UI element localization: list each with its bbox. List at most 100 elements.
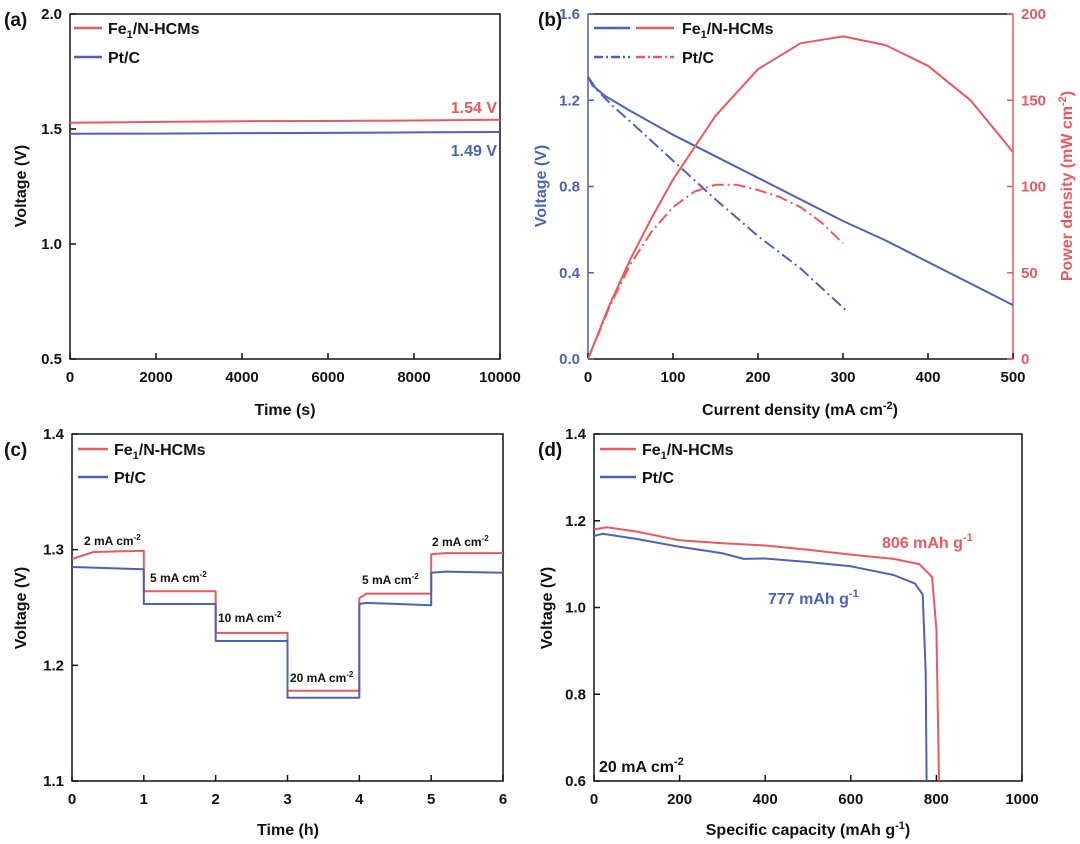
panel-a-xtick-label: 10000 (479, 369, 521, 386)
panel-a-xtick-label: 2000 (139, 369, 172, 386)
panel-c-xtick-label: 2 (211, 791, 219, 808)
panel-a-ytick-label: 0.5 (41, 351, 62, 368)
panel-c-xtick-label: 5 (427, 791, 435, 808)
panel-d-ytick-label: 0.6 (565, 773, 586, 790)
panel-c-xtick-label: 4 (355, 791, 364, 808)
panel-d-xlabel: Specific capacity (mAh g-1) (706, 820, 911, 839)
panel-b-legend-pt: Pt/C (682, 50, 714, 67)
panel-d-ytick-label: 1.4 (565, 426, 587, 443)
panel-d: (d) 0 200 400 600 800 1000 0.6 0.8 1.0 1.2 1.4 Spe… (538, 426, 1039, 839)
panel-a-xtick-label: 8000 (397, 369, 430, 386)
panel-c-ticks: 0 1 2 3 4 5 6 1.1 1.2 1.3 1.4 (43, 426, 507, 808)
panel-c-ytick-label: 1.4 (43, 426, 65, 443)
panel-b-y2tick-label: 0 (1021, 351, 1029, 368)
panel-b-xtick-label: 200 (745, 369, 770, 386)
panel-d-label: (d) (538, 440, 562, 461)
panel-a-legend-pt: Pt/C (108, 50, 140, 67)
panel-a-ylabel: Voltage (V) (13, 145, 30, 227)
step-label-2: 5 mA cm-2 (150, 570, 207, 585)
panel-c-ytick-label: 1.1 (43, 773, 64, 790)
panel-b-label: (b) (538, 10, 562, 31)
panel-d-xtick-label: 600 (838, 791, 863, 808)
panel-d-ylabel: Voltage (V) (539, 567, 556, 649)
panel-b-ytick-label: 1.2 (559, 92, 580, 109)
panel-a-xlabel: Time (s) (254, 402, 315, 419)
panel-b-xlabel: Current density (mA cm-2) (702, 400, 898, 419)
panel-d-xtick-label: 200 (667, 791, 692, 808)
panel-d-xtick-label: 1000 (1005, 791, 1038, 808)
panel-c-series (71, 549, 504, 699)
panel-c-legend-fe: Fe1/N-HCMs (114, 442, 206, 462)
panel-d-ticks: 0 200 400 600 800 1000 0.6 0.8 1.0 1.2 1.4 (565, 426, 1039, 808)
panel-a-ytick-label: 2.0 (41, 6, 62, 23)
panel-a-xtick-label: 6000 (311, 369, 344, 386)
panel-a-series (69, 118, 501, 135)
panel-b-series-fe1-n-hcms-power (587, 35, 1014, 360)
panel-c-ytick-label: 1.2 (43, 657, 64, 674)
panel-b-xtick-label: 300 (830, 369, 855, 386)
panel-b-series-fe1-n-hcms-voltage (587, 76, 1014, 306)
panel-d-ytick-label: 1.0 (565, 600, 586, 617)
panel-c-series-pt-c (71, 566, 504, 699)
panel-a-series-pt-c (69, 131, 501, 135)
panel-a-ticks: 0 2000 4000 6000 8000 10000 0.5 1.0 1.5 2.0 (41, 6, 521, 386)
panel-b-ytick-label: 0.4 (559, 265, 581, 282)
panel-a-ytick-label: 1.5 (41, 121, 62, 138)
panel-d-series (593, 526, 940, 782)
panel-b-series-pt-c-voltage (587, 75, 848, 313)
panel-a-legend-fe: Fe1/N-HCMs (108, 21, 200, 41)
panel-d-ytick-label: 1.2 (565, 513, 586, 530)
panel-d-xtick-label: 800 (924, 791, 949, 808)
panel-c-xtick-label: 6 (499, 791, 507, 808)
panel-a-xtick-label: 4000 (225, 369, 258, 386)
panel-d-ytick-label: 0.8 (565, 686, 586, 703)
panel-c-xlabel: Time (h) (257, 822, 319, 839)
panel-c-xtick-label: 0 (68, 791, 76, 808)
panel-b-ytick-label: 1.6 (559, 6, 580, 23)
panel-d-legend-pt: Pt/C (642, 470, 674, 487)
panel-d-legend-fe: Fe1/N-HCMs (642, 442, 734, 462)
step-label-5: 5 mA cm-2 (362, 572, 419, 587)
step-label-4: 20 mA cm-2 (290, 670, 354, 685)
panel-d-annotation-current: 20 mA cm-2 (599, 756, 684, 776)
panel-a-ytick-label: 1.0 (41, 236, 62, 253)
panel-b-y2tick-label: 50 (1021, 265, 1038, 282)
panel-d-annotation-pt: 777 mAh g-1 (768, 588, 859, 608)
panel-b-series (587, 35, 1014, 360)
step-label-6: 2 mA cm-2 (432, 534, 489, 549)
panel-a-xtick-label: 0 (66, 369, 74, 386)
panel-b-y2label: Power density (mW cm-2) (1057, 91, 1076, 281)
panel-b-ylabel: Voltage (V) (533, 145, 550, 227)
step-label-1: 2 mA cm-2 (84, 533, 141, 548)
panel-d-series-fe1-n-hcms (593, 526, 940, 782)
panel-d-annotation-fe: 806 mAh g-1 (882, 532, 973, 552)
panel-a: (a) 0 2000 4000 6000 8000 10000 0.5 1.0 1.5 2.0 T… (4, 6, 521, 419)
panel-a-annotation-fe: 1.54 V (451, 100, 498, 117)
panel-b-xtick-label: 100 (660, 369, 685, 386)
panel-c-ytick-label: 1.3 (43, 542, 64, 559)
panel-a-annotation-pt: 1.49 V (451, 143, 498, 160)
panel-b-y2tick-label: 100 (1021, 179, 1046, 196)
panel-c-legend-pt: Pt/C (114, 470, 146, 487)
panel-d-series-pt-c (593, 532, 928, 782)
panel-b-xtick-label: 0 (584, 369, 592, 386)
panel-a-label: (a) (4, 10, 27, 31)
panel-b-ticks: 0 100 200 300 400 500 0.0 0.4 0.8 1.2 1.6 0 50 100 150… (559, 6, 1046, 386)
panel-d-xtick-label: 0 (590, 791, 598, 808)
panel-c-ylabel: Voltage (V) (13, 567, 30, 649)
panel-b-ytick-label: 0.8 (559, 179, 580, 196)
panel-d-xtick-label: 400 (753, 791, 778, 808)
panel-b-y2tick-label: 150 (1021, 92, 1046, 109)
panel-b-xtick-label: 500 (1000, 369, 1025, 386)
panel-c-label: (c) (4, 440, 27, 461)
panel-c-xtick-label: 3 (283, 791, 291, 808)
panel-c-xtick-label: 1 (140, 791, 148, 808)
panel-b-ytick-label: 0.0 (559, 351, 580, 368)
panel-b-y2tick-label: 200 (1021, 6, 1046, 23)
panel-c: (c) 0 1 2 3 4 5 6 1.1 1.2 1.3 1.4 Time (h) Voltage… (4, 426, 507, 839)
panel-b-xtick-label: 400 (915, 369, 940, 386)
panel-b-legend-fe: Fe1/N-HCMs (682, 21, 774, 41)
panel-a-frame (69, 13, 501, 360)
panel-b: (b) 0 100 200 300 400 500 0.0 0.4 0.8 1.2 1.6 0 50 10… (533, 6, 1076, 419)
